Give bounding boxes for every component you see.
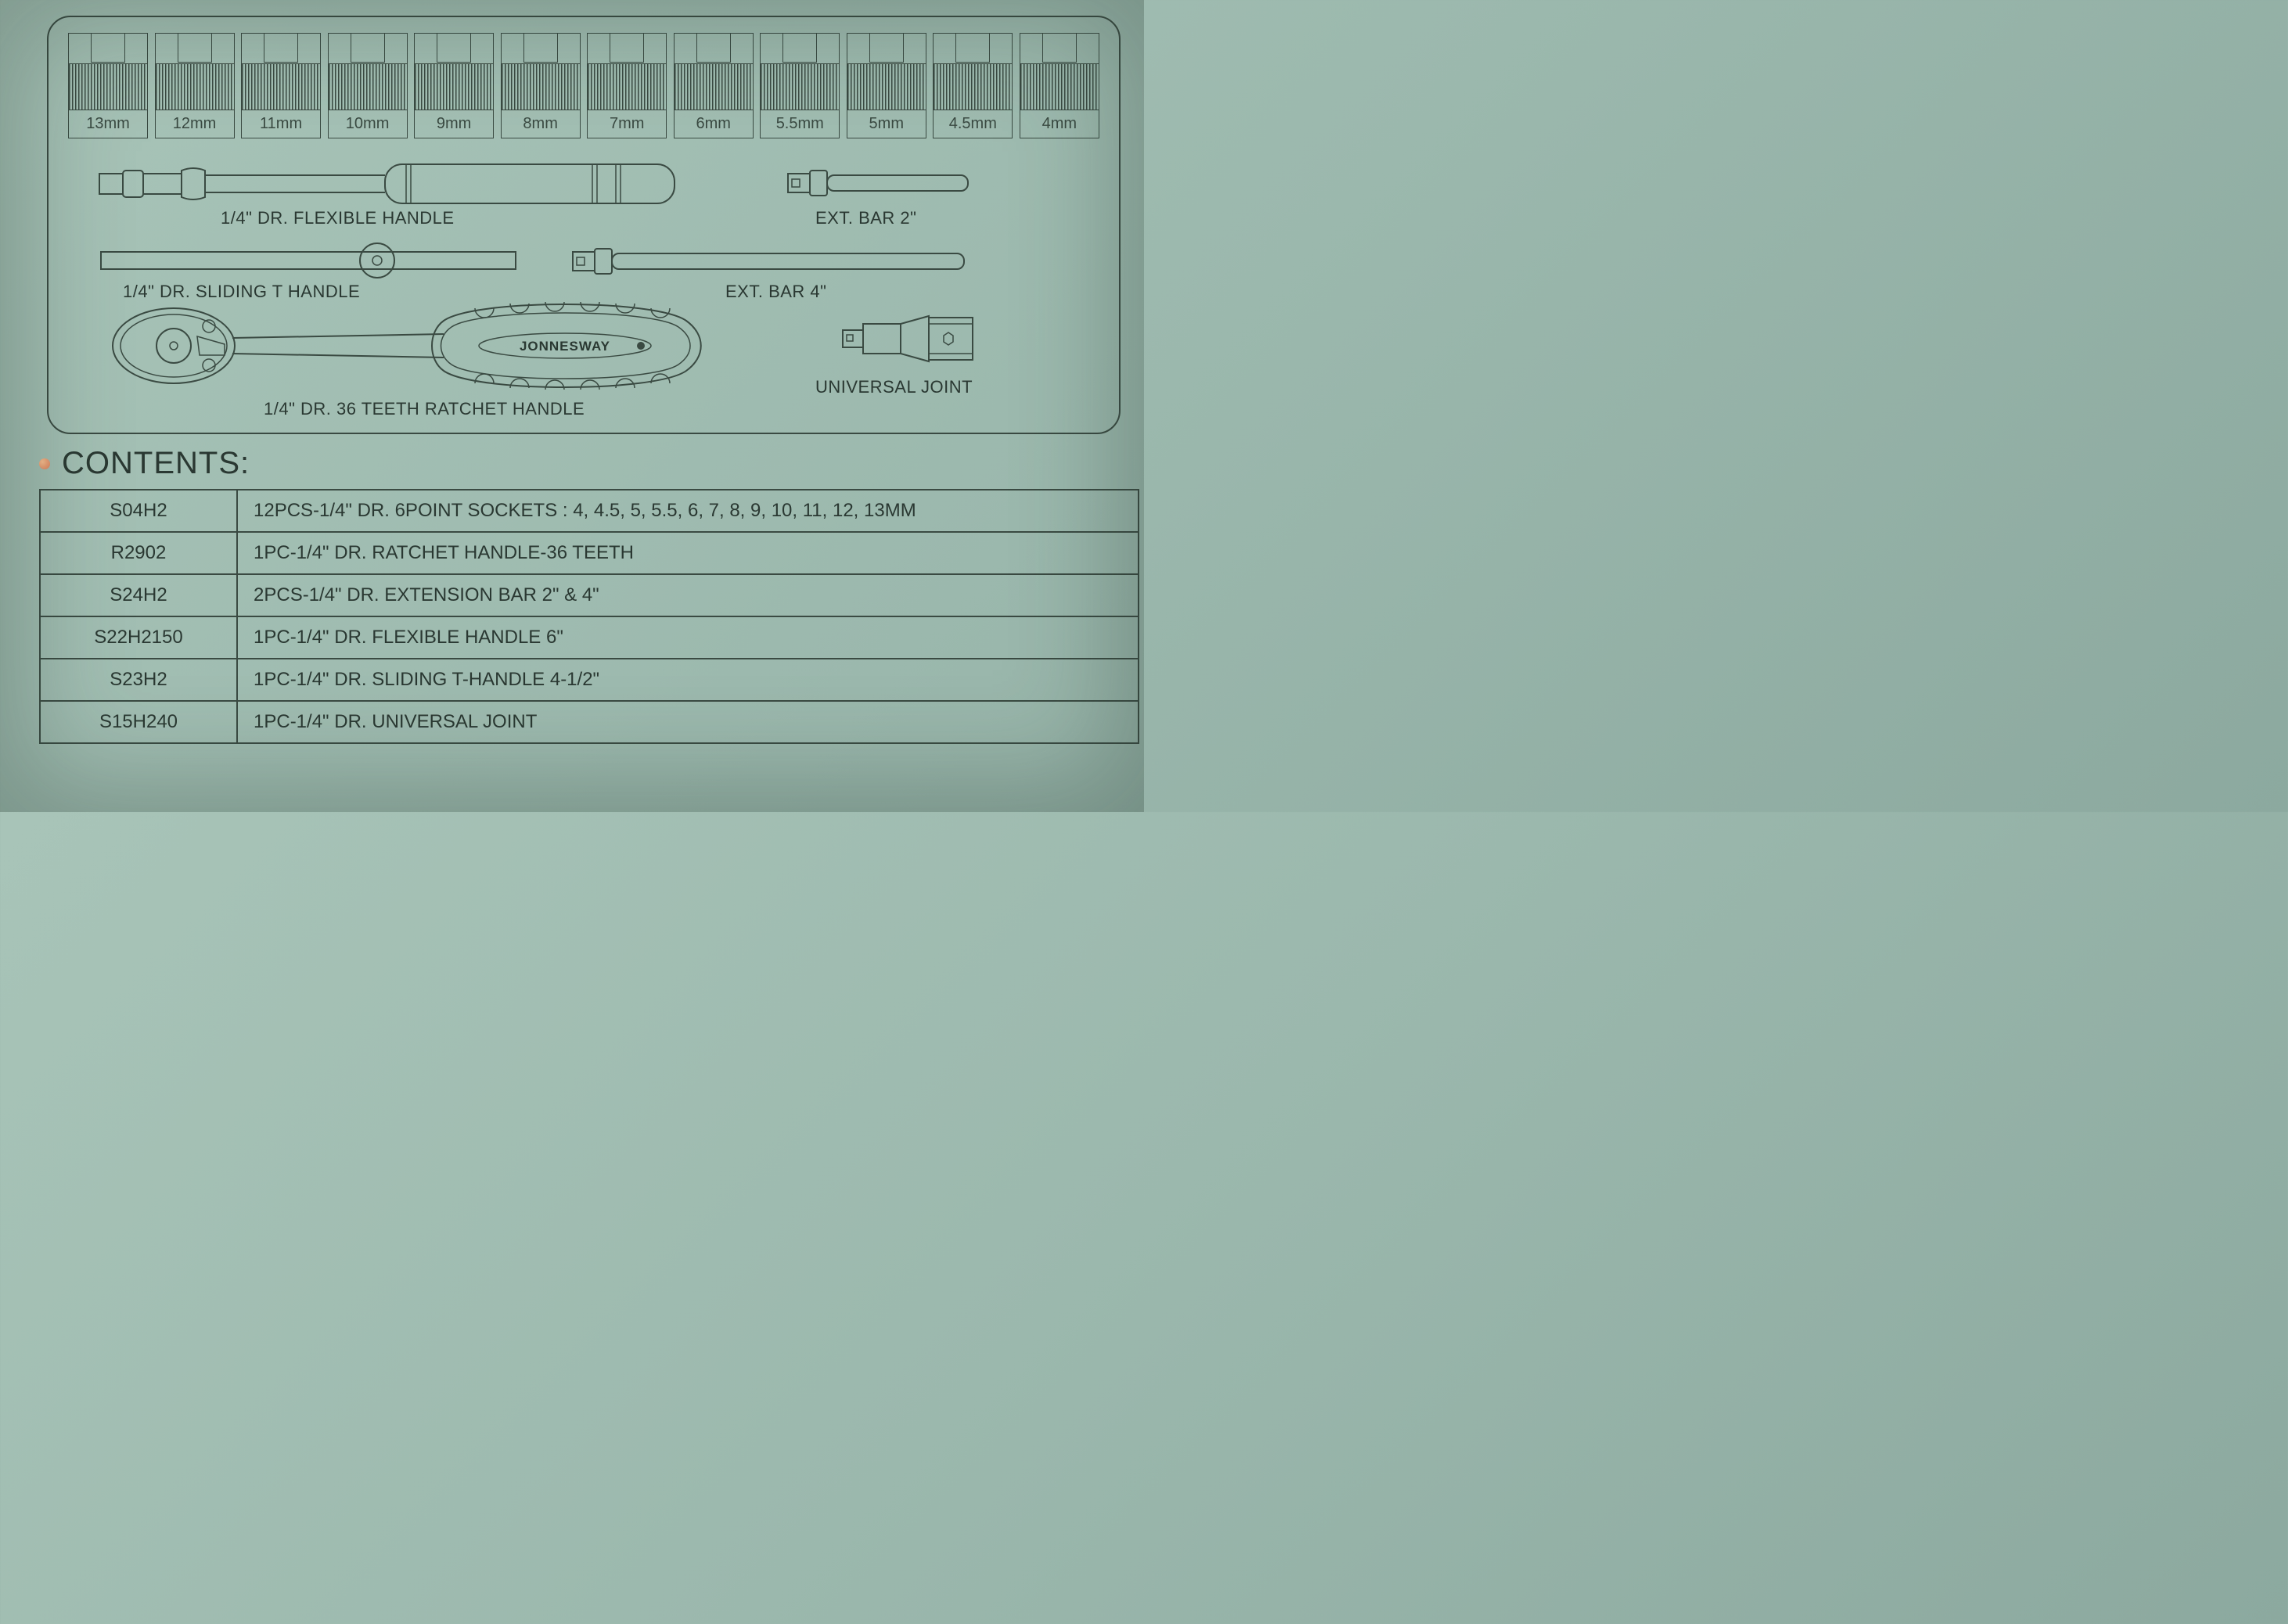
socket-10: 10mm xyxy=(328,33,408,138)
socket-4: 4mm xyxy=(1020,33,1099,138)
part-desc: 1PC-1/4" DR. UNIVERSAL JOINT xyxy=(237,701,1139,743)
table-row: S23H21PC-1/4" DR. SLIDING T-HANDLE 4-1/2… xyxy=(40,659,1139,701)
contents-table: S04H212PCS-1/4" DR. 6POINT SOCKETS : 4, … xyxy=(39,489,1139,744)
bullet-icon xyxy=(39,458,50,469)
socket-13: 13mm xyxy=(68,33,148,138)
contents-section: CONTENTS: S04H212PCS-1/4" DR. 6POINT SOC… xyxy=(39,446,1139,744)
tool-diagram-frame: 13mm 12mm 11mm 10mm 9mm 8mm 7mm 6mm 5.5m… xyxy=(47,16,1121,434)
socket-4p5: 4.5mm xyxy=(933,33,1013,138)
part-desc: 1PC-1/4" DR. SLIDING T-HANDLE 4-1/2" xyxy=(237,659,1139,701)
socket-6: 6mm xyxy=(674,33,754,138)
socket-label: 4mm xyxy=(1020,115,1099,133)
socket-label: 7mm xyxy=(588,115,666,133)
table-row: S22H21501PC-1/4" DR. FLEXIBLE HANDLE 6" xyxy=(40,616,1139,659)
part-desc: 12PCS-1/4" DR. 6POINT SOCKETS : 4, 4.5, … xyxy=(237,490,1139,532)
table-row: S15H2401PC-1/4" DR. UNIVERSAL JOINT xyxy=(40,701,1139,743)
ratchet-label: 1/4" DR. 36 TEETH RATCHET HANDLE xyxy=(264,399,585,416)
flexible-handle-label: 1/4" DR. FLEXIBLE HANDLE xyxy=(221,208,455,228)
sliding-t-label: 1/4" DR. SLIDING T HANDLE xyxy=(123,282,360,301)
socket-label: 6mm xyxy=(675,115,753,133)
table-row: R29021PC-1/4" DR. RATCHET HANDLE-36 TEET… xyxy=(40,532,1139,574)
socket-8: 8mm xyxy=(501,33,581,138)
tool-drawings-svg: 1/4" DR. FLEXIBLE HANDLE EXT. BAR 2" 1/4… xyxy=(68,142,1093,416)
flexible-handle-icon xyxy=(99,164,675,203)
part-desc: 1PC-1/4" DR. RATCHET HANDLE-36 TEETH xyxy=(237,532,1139,574)
part-no: R2902 xyxy=(40,532,237,574)
socket-5: 5mm xyxy=(847,33,926,138)
part-no: S04H2 xyxy=(40,490,237,532)
socket-12: 12mm xyxy=(155,33,235,138)
part-no: S24H2 xyxy=(40,574,237,616)
ext-bar-2-icon xyxy=(788,171,968,196)
ext-bar-4-label: EXT. BAR 4" xyxy=(725,282,826,301)
ext-bar-4-icon xyxy=(573,249,964,274)
part-no: S15H240 xyxy=(40,701,237,743)
socket-label: 4.5mm xyxy=(934,115,1012,133)
ext-bar-2-label: EXT. BAR 2" xyxy=(815,208,916,228)
brand-label: JONNESWAY xyxy=(520,339,610,354)
socket-label: 5.5mm xyxy=(761,115,839,133)
sliding-t-handle-icon xyxy=(101,243,516,278)
part-no: S23H2 xyxy=(40,659,237,701)
socket-label: 13mm xyxy=(69,115,147,133)
socket-label: 9mm xyxy=(415,115,493,133)
socket-9: 9mm xyxy=(414,33,494,138)
ratchet-handle-icon: JONNESWAY xyxy=(113,302,701,390)
socket-label: 8mm xyxy=(502,115,580,133)
socket-label: 11mm xyxy=(242,115,320,133)
socket-label: 12mm xyxy=(156,115,234,133)
socket-7: 7mm xyxy=(587,33,667,138)
socket-5p5: 5.5mm xyxy=(760,33,840,138)
socket-11: 11mm xyxy=(241,33,321,138)
universal-joint-icon xyxy=(843,316,973,361)
part-desc: 2PCS-1/4" DR. EXTENSION BAR 2" & 4" xyxy=(237,574,1139,616)
universal-label: UNIVERSAL JOINT xyxy=(815,377,973,397)
socket-row: 13mm 12mm 11mm 10mm 9mm 8mm 7mm 6mm 5.5m… xyxy=(68,33,1099,138)
part-desc: 1PC-1/4" DR. FLEXIBLE HANDLE 6" xyxy=(237,616,1139,659)
socket-label: 10mm xyxy=(329,115,407,133)
contents-header: CONTENTS: xyxy=(39,446,1139,481)
contents-title: CONTENTS: xyxy=(62,446,250,481)
socket-label: 5mm xyxy=(847,115,926,133)
table-row: S24H22PCS-1/4" DR. EXTENSION BAR 2" & 4" xyxy=(40,574,1139,616)
table-row: S04H212PCS-1/4" DR. 6POINT SOCKETS : 4, … xyxy=(40,490,1139,532)
part-no: S22H2150 xyxy=(40,616,237,659)
